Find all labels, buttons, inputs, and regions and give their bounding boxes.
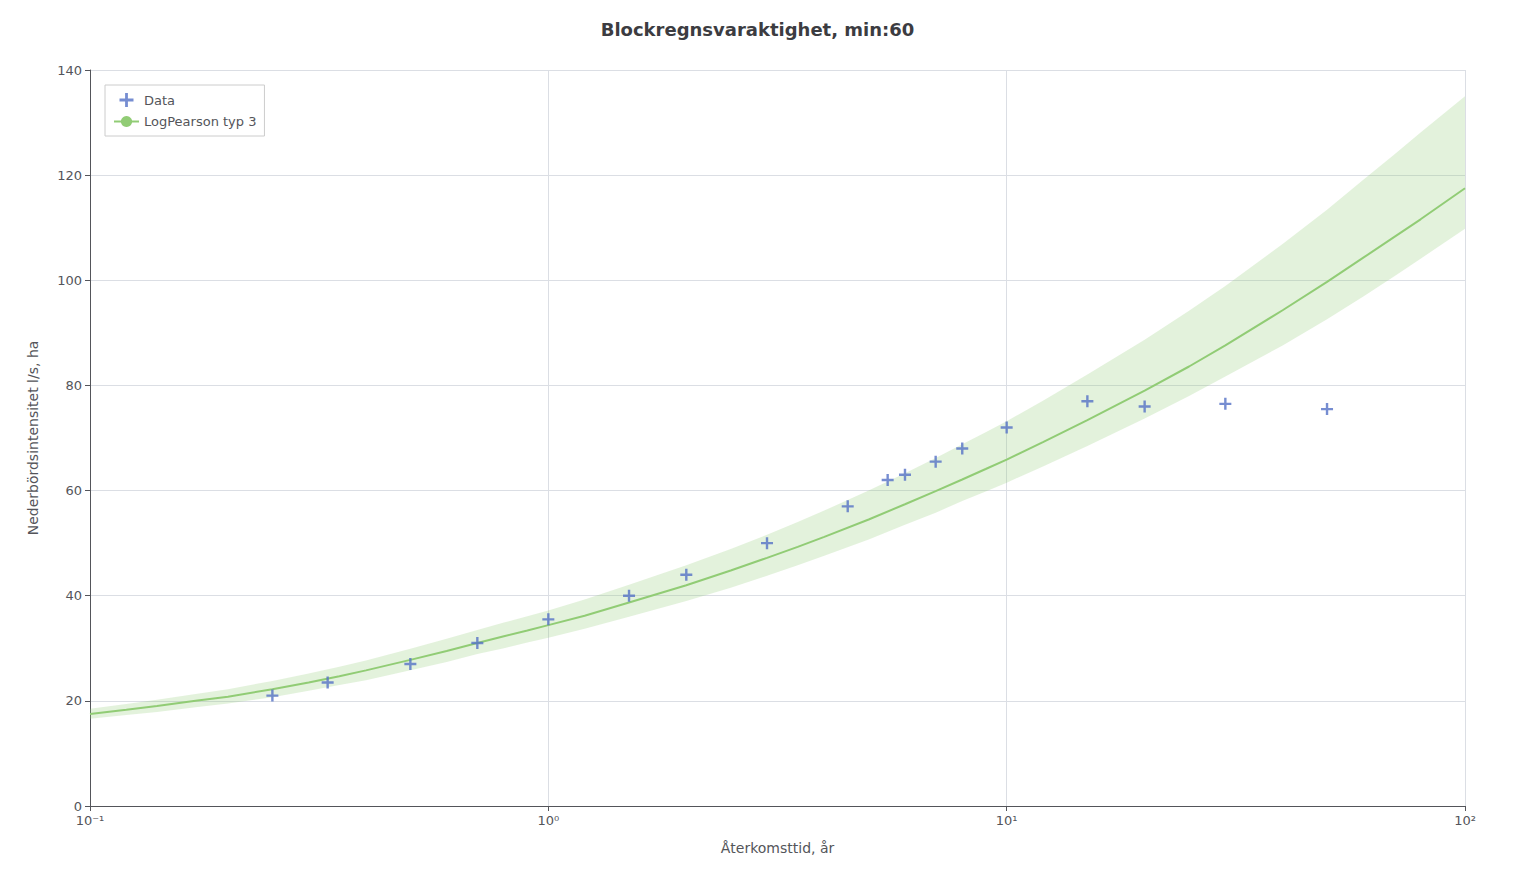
svg-text:120: 120 (57, 168, 82, 183)
svg-text:0: 0 (74, 799, 82, 814)
svg-text:80: 80 (65, 378, 82, 393)
svg-text:10¹: 10¹ (996, 813, 1018, 828)
svg-text:LogPearson typ 3: LogPearson typ 3 (144, 114, 256, 129)
svg-text:100: 100 (57, 273, 82, 288)
svg-text:Blockregnsvaraktighet, min:60: Blockregnsvaraktighet, min:60 (601, 19, 915, 40)
svg-text:40: 40 (65, 588, 82, 603)
svg-text:10⁰: 10⁰ (537, 813, 559, 828)
svg-text:10⁻¹: 10⁻¹ (76, 813, 105, 828)
svg-text:60: 60 (65, 483, 82, 498)
svg-text:Återkomsttid, år: Återkomsttid, år (721, 840, 835, 856)
svg-text:Data: Data (144, 93, 175, 108)
svg-text:20: 20 (65, 693, 82, 708)
svg-text:Nederbördsintensitet l/s, ha: Nederbördsintensitet l/s, ha (25, 341, 41, 536)
svg-text:10²: 10² (1454, 813, 1476, 828)
svg-text:140: 140 (57, 63, 82, 78)
